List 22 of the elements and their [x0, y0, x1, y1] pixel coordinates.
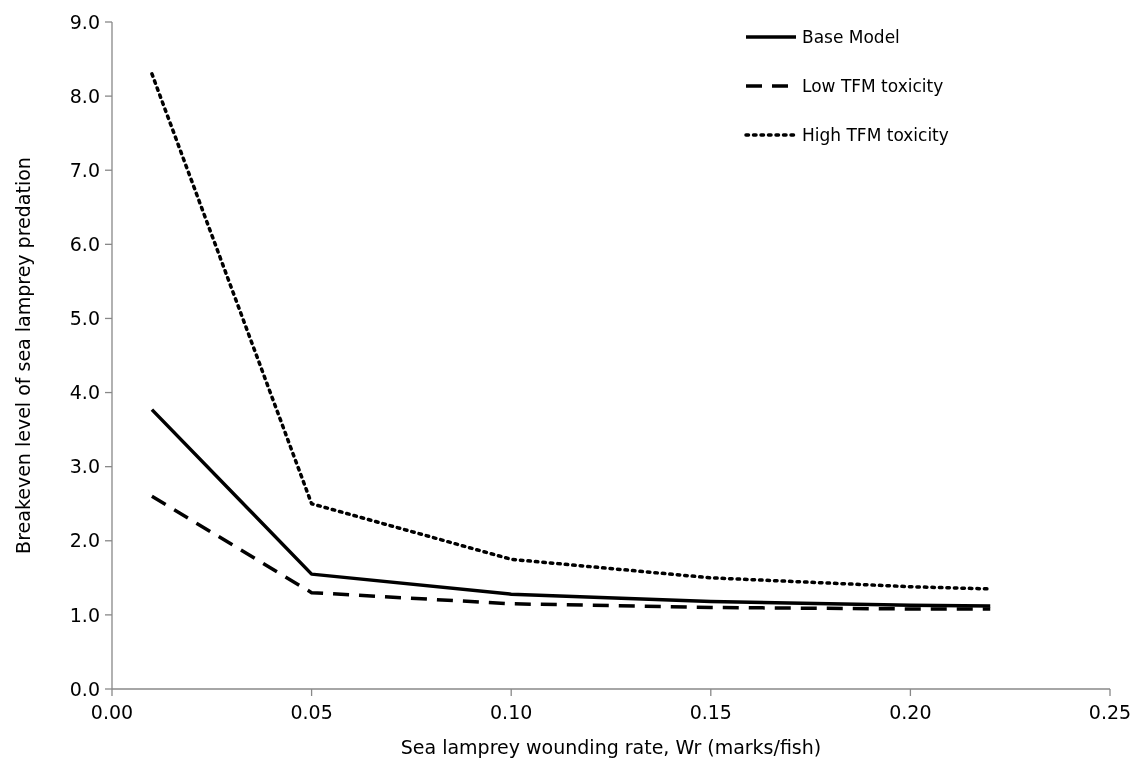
y-tick-label: 5.0	[69, 307, 100, 330]
y-tick-label: 8.0	[69, 84, 100, 107]
x-tick-label: 0.20	[889, 701, 932, 723]
line-series	[150, 72, 992, 591]
y-tick-label: 4.0	[69, 381, 100, 404]
y-tick-label: 3.0	[69, 455, 100, 478]
legend-label: Low TFM toxicity	[802, 75, 944, 96]
legend-label: Base Model	[802, 26, 900, 47]
y-axis-title: Breakeven level of sea lamprey predation	[12, 157, 34, 554]
y-tick-label: 9.0	[69, 10, 100, 33]
x-tick-label: 0.00	[90, 701, 134, 723]
y-tick-label: 0.0	[69, 677, 100, 700]
x-tick-label: 0.05	[290, 701, 333, 723]
x-tick-label: 0.10	[490, 701, 533, 723]
y-tick-label: 2.0	[69, 529, 100, 552]
legend-label: High TFM toxicity	[802, 124, 949, 145]
x-tick-label: 0.15	[689, 701, 732, 723]
y-tick-label: 6.0	[69, 232, 100, 255]
y-tick-label: 1.0	[69, 603, 100, 626]
y-tick-label: 7.0	[69, 158, 100, 181]
x-axis-title: Sea lamprey wounding rate, Wr (marks/fish)	[400, 736, 822, 758]
x-tick-label: 0.25	[1088, 701, 1132, 723]
